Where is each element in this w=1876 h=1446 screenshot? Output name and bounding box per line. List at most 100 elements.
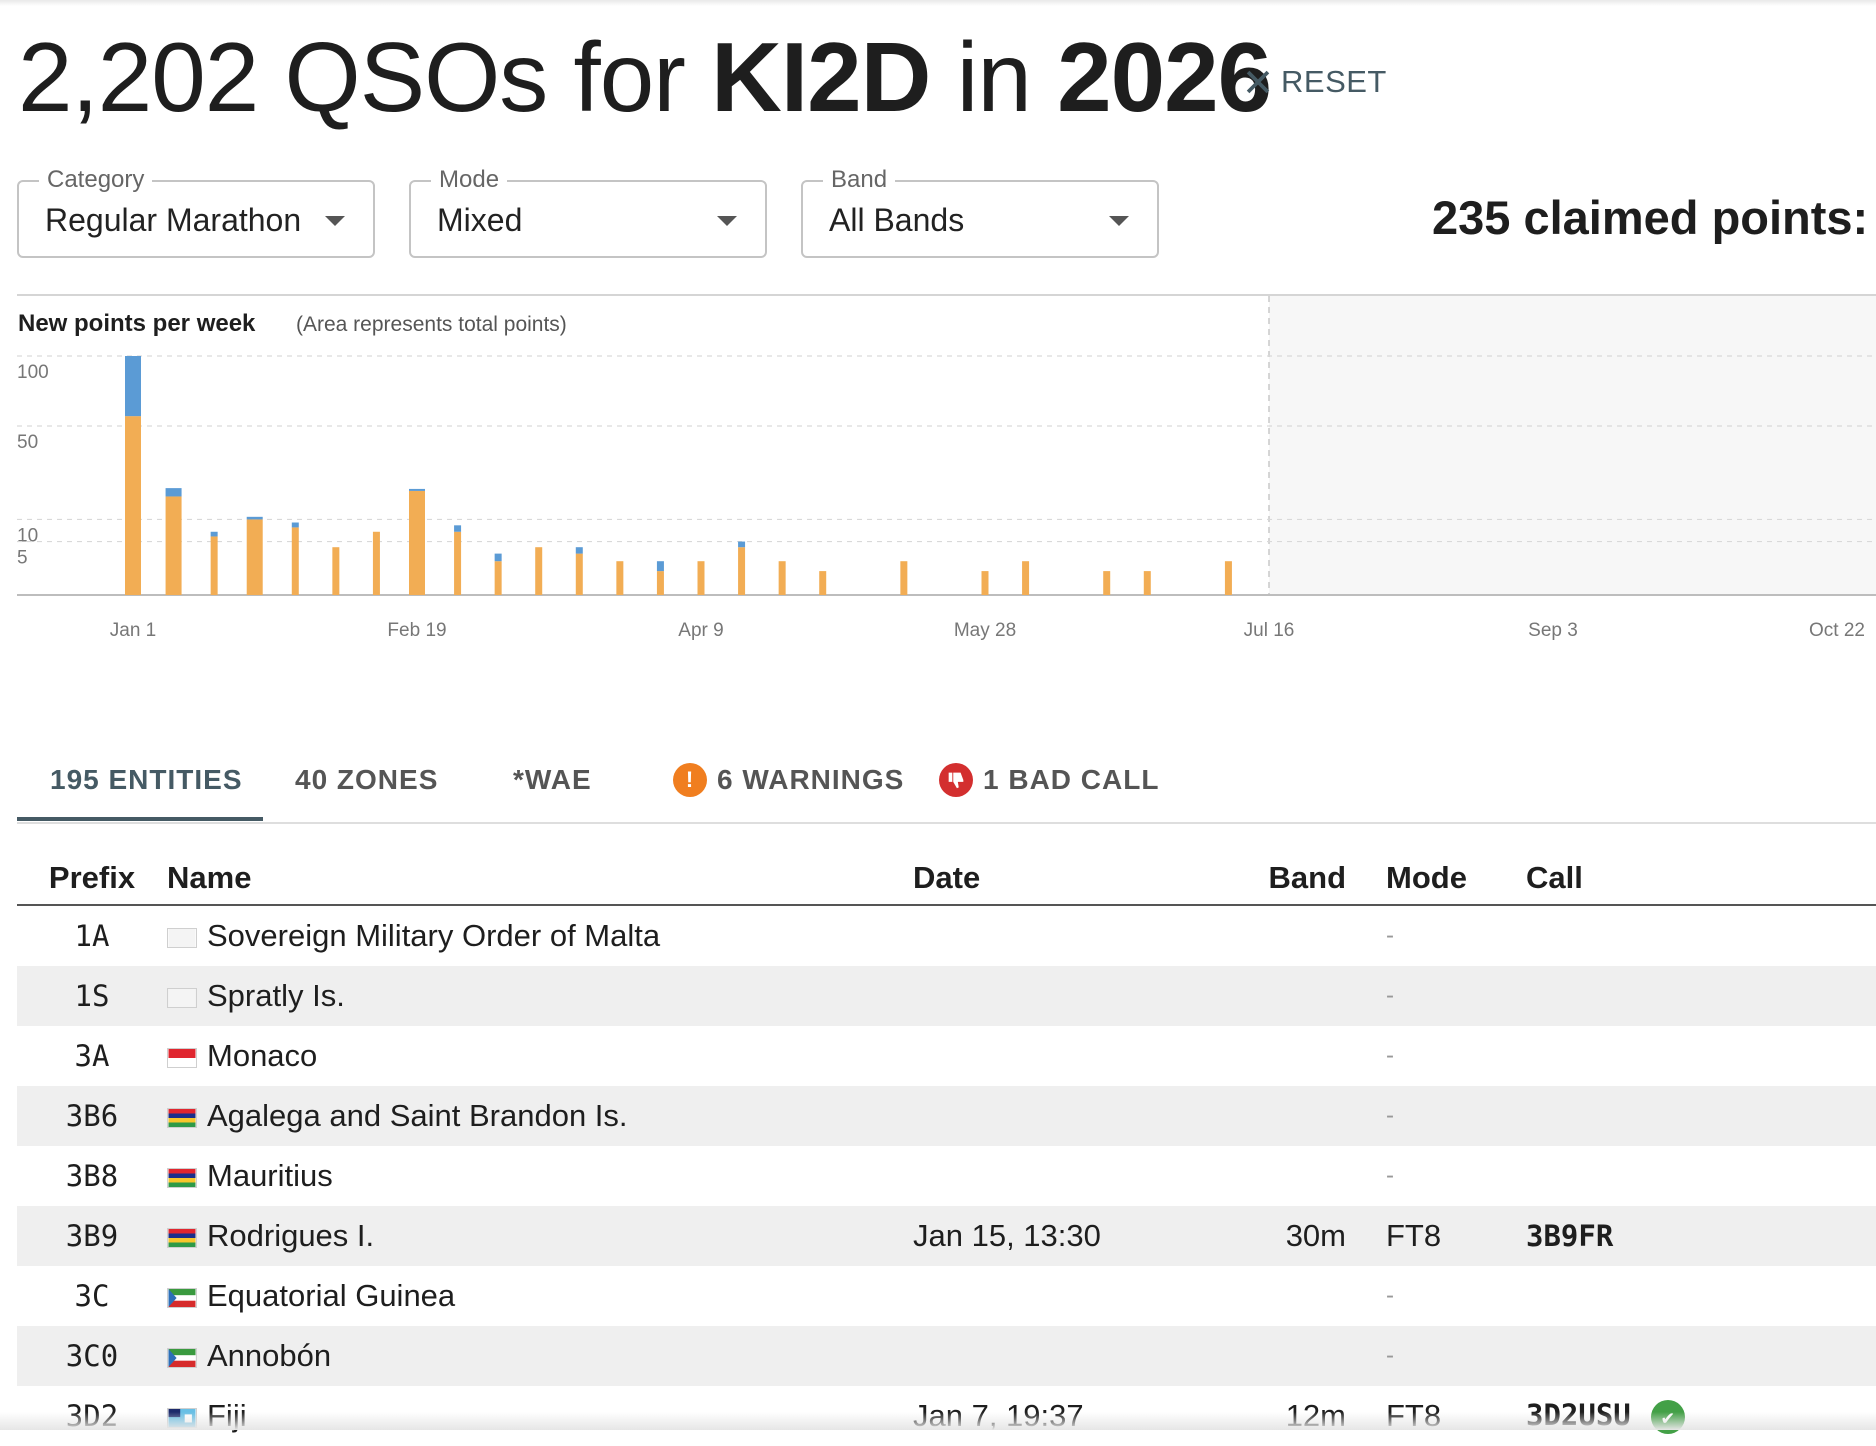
table-row[interactable]: 3B6 Agalega and Saint Brandon Is. - (17, 1086, 1876, 1146)
tab-entities[interactable]: 195 ENTITIES (50, 740, 243, 820)
col-mode[interactable]: Mode (1386, 852, 1526, 906)
year: 2026 (1057, 22, 1272, 132)
row-band (1223, 1326, 1386, 1386)
band-select[interactable]: Band All Bands (801, 166, 1159, 258)
white-flag-icon (167, 987, 197, 1008)
row-mode: FT8 (1386, 1206, 1526, 1266)
top-shadow (0, 0, 1876, 6)
row-prefix: 3B6 (17, 1086, 167, 1146)
col-name[interactable]: Name (167, 852, 913, 906)
row-mode: - (1386, 966, 1526, 1026)
equatorial-guinea-flag-icon (167, 1347, 197, 1368)
x-tick-label: Feb 19 (387, 620, 446, 641)
bar-blue (454, 525, 462, 532)
points-chart: 100 50 105 Jan 1 Feb 19 Apr 9 May 28 Jul 16 Sep … (17, 294, 1876, 641)
row-band (1223, 1146, 1386, 1206)
row-date (913, 1026, 1223, 1086)
bar-blue (494, 553, 502, 562)
chevron-down-icon (1109, 216, 1129, 226)
col-band[interactable]: Band (1223, 852, 1386, 906)
equatorial-guinea-flag-icon (167, 1287, 197, 1308)
callsign: KI2D (711, 22, 931, 132)
row-name: Monaco (167, 1026, 913, 1086)
row-name-text: Mauritius (207, 1158, 333, 1193)
row-name-text: Annobón (207, 1338, 332, 1373)
bar-orange (575, 553, 583, 595)
table-row[interactable]: 3B9 Rodrigues I. Jan 15, 13:30 30m FT8 3B9FR (17, 1206, 1876, 1266)
table-row[interactable]: 3B8 Mauritius - (17, 1146, 1876, 1206)
row-name: Rodrigues I. (167, 1206, 913, 1266)
reset-button[interactable]: RESET (1241, 64, 1387, 100)
bar-orange (210, 536, 218, 595)
bar-orange (819, 571, 827, 595)
bar-blue (125, 356, 141, 417)
tab-bad-call[interactable]: 1 BAD CALL (939, 740, 1159, 820)
bar-orange (697, 561, 705, 595)
tab-bar: 195 ENTITIES 40 ZONES *WAE ! 6 WARNINGS … (17, 740, 1876, 824)
bar-orange (656, 571, 664, 595)
bar-orange (738, 547, 746, 595)
reset-label: RESET (1281, 64, 1387, 99)
x-tick-label: Apr 9 (678, 620, 723, 641)
bar-orange (616, 561, 624, 595)
row-call[interactable] (1526, 1086, 1876, 1146)
bar-orange (246, 519, 263, 595)
tab-wae-label: *WAE (513, 764, 592, 795)
row-band (1223, 966, 1386, 1026)
claimed-points: 235 claimed points: 1 (1432, 191, 1876, 244)
row-band (1223, 1266, 1386, 1326)
row-band (1223, 905, 1386, 966)
row-prefix: 1S (17, 966, 167, 1026)
row-name: Mauritius (167, 1146, 913, 1206)
mode-value: Mixed (437, 202, 523, 238)
row-date (913, 905, 1223, 966)
row-prefix: 3A (74, 1039, 110, 1073)
category-select[interactable]: Category Regular Marathon (17, 166, 375, 258)
future-shade (1269, 296, 1876, 595)
tab-entities-label: 195 ENTITIES (50, 764, 243, 795)
tab-zones[interactable]: 40 ZONES (295, 740, 438, 820)
table-row[interactable]: 3C0 Annobón - (17, 1326, 1876, 1386)
band-label: Band (823, 166, 896, 194)
bar-orange (981, 571, 989, 595)
row-call[interactable] (1526, 1326, 1876, 1386)
chevron-down-icon (325, 216, 345, 226)
table-row[interactable]: 1A Sovereign Military Order of Malta - (17, 905, 1876, 966)
col-call[interactable]: Call (1526, 852, 1876, 906)
tab-wae[interactable]: *WAE (513, 740, 592, 820)
mauritius-flag-icon (167, 1227, 197, 1248)
row-call[interactable] (1526, 1266, 1876, 1326)
mode-select[interactable]: Mode Mixed (409, 166, 767, 258)
row-prefix: 3C0 (17, 1326, 167, 1386)
row-name: Agalega and Saint Brandon Is. (167, 1086, 913, 1146)
bar-orange (1143, 571, 1151, 595)
row-band (1223, 1086, 1386, 1146)
row-mode: - (1386, 1042, 1394, 1069)
tab-warnings[interactable]: ! 6 WARNINGS (673, 740, 904, 820)
bar-blue (409, 488, 425, 491)
row-call[interactable] (1526, 1146, 1876, 1206)
col-prefix[interactable]: Prefix (17, 852, 167, 906)
category-label: Category (39, 166, 153, 194)
row-call[interactable] (1526, 966, 1876, 1026)
table-row[interactable]: 1S Spratly Is. - (17, 966, 1876, 1026)
row-call[interactable] (1526, 1026, 1876, 1086)
table-row[interactable]: 3A Monaco - (17, 1026, 1876, 1086)
bar-orange (535, 547, 543, 595)
chevron-down-icon (717, 216, 737, 226)
table-row[interactable]: 3C Equatorial Guinea - (17, 1266, 1876, 1326)
x-tick-label: Jul 16 (1244, 620, 1295, 641)
row-call[interactable]: 3B9FR (1526, 1206, 1876, 1266)
col-date[interactable]: Date (913, 852, 1223, 906)
bar-blue (575, 547, 583, 554)
x-tick-label: Jan 1 (110, 620, 156, 641)
active-tab-indicator (17, 817, 263, 821)
y-tick-label: 5 (17, 548, 28, 569)
row-call[interactable] (1526, 905, 1876, 966)
x-tick-label: Sep 3 (1528, 620, 1578, 641)
bar-orange (332, 547, 340, 595)
x-tick-label: May 28 (954, 620, 1016, 641)
row-call-text[interactable]: 3B9FR (1526, 1219, 1614, 1253)
tab-warnings-label: 6 WARNINGS (717, 764, 905, 795)
page-title: 2,202 QSOs for KI2D in 2026 (18, 22, 1272, 132)
